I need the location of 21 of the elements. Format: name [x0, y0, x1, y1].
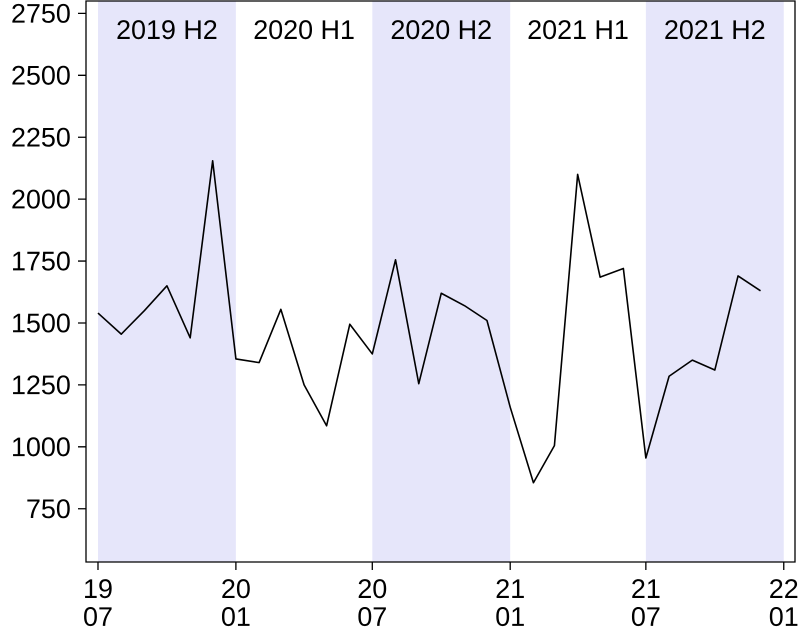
x-tick-label: 20 07: [358, 579, 386, 626]
annotation: 2021 H1: [528, 20, 628, 40]
x-tick-label: 21 07: [632, 579, 660, 626]
x-tick-label: 20 01: [222, 579, 250, 626]
line-series: [97, 160, 762, 484]
y-tick-label: 1000: [13, 437, 70, 456]
y-tick-label: 2000: [12, 190, 70, 209]
band-label: 2020 H2: [392, 20, 491, 40]
x-tick-label: 21 01: [496, 579, 524, 626]
band-label: 2021 H2: [665, 20, 764, 40]
y-tick-label: 2500: [12, 66, 70, 85]
y-tick-label: 2250: [12, 128, 70, 147]
y-tick-label: 1500: [13, 313, 70, 333]
x-tick-label: 19 07: [84, 579, 112, 626]
y-tick-label: 1250: [13, 375, 70, 394]
y-tick-label: 750: [27, 499, 70, 518]
annotation: 2020 H1: [254, 20, 354, 40]
band-label: 2019 H2: [117, 20, 216, 40]
y-tick-label: 1750: [13, 252, 70, 271]
x-tick-label: 22 01: [770, 579, 798, 626]
y-tick-label: 2750: [12, 4, 70, 23]
